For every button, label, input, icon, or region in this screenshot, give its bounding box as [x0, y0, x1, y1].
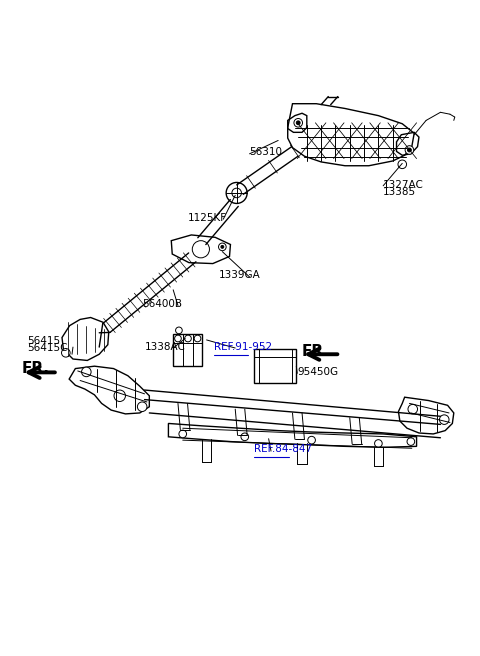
Text: FR.: FR.	[302, 344, 330, 359]
Text: 13385: 13385	[383, 187, 416, 197]
Circle shape	[408, 404, 418, 414]
Circle shape	[232, 188, 241, 197]
Circle shape	[194, 335, 201, 342]
Text: 95450G: 95450G	[297, 367, 338, 377]
Text: FR.: FR.	[22, 361, 49, 376]
Text: 56415C: 56415C	[28, 343, 68, 354]
Circle shape	[82, 367, 91, 377]
Circle shape	[296, 121, 300, 125]
Circle shape	[226, 182, 247, 203]
Circle shape	[407, 438, 415, 445]
Circle shape	[114, 390, 125, 401]
Text: 56415: 56415	[28, 336, 61, 346]
Circle shape	[408, 148, 411, 152]
Circle shape	[185, 335, 192, 342]
Text: 56310: 56310	[250, 147, 283, 157]
Circle shape	[137, 402, 147, 411]
Circle shape	[175, 335, 181, 342]
Text: 1327AC: 1327AC	[383, 180, 424, 190]
Text: 1125KF: 1125KF	[188, 213, 227, 223]
Circle shape	[241, 433, 249, 441]
Circle shape	[440, 415, 449, 424]
Circle shape	[308, 436, 315, 444]
Circle shape	[398, 160, 407, 169]
Text: 1338AC: 1338AC	[144, 342, 185, 352]
Bar	[173, 334, 202, 366]
Text: REF.91-952: REF.91-952	[214, 342, 272, 352]
Text: 56400B: 56400B	[142, 299, 182, 309]
Circle shape	[294, 119, 302, 127]
Circle shape	[179, 430, 187, 438]
Circle shape	[374, 440, 382, 447]
Text: 1339GA: 1339GA	[218, 270, 260, 280]
Circle shape	[405, 146, 414, 154]
Circle shape	[218, 243, 226, 251]
Circle shape	[192, 241, 209, 258]
Circle shape	[61, 348, 70, 357]
Circle shape	[221, 245, 224, 249]
Circle shape	[176, 327, 182, 334]
Bar	[254, 350, 296, 383]
Text: REF.84-847: REF.84-847	[254, 445, 312, 455]
